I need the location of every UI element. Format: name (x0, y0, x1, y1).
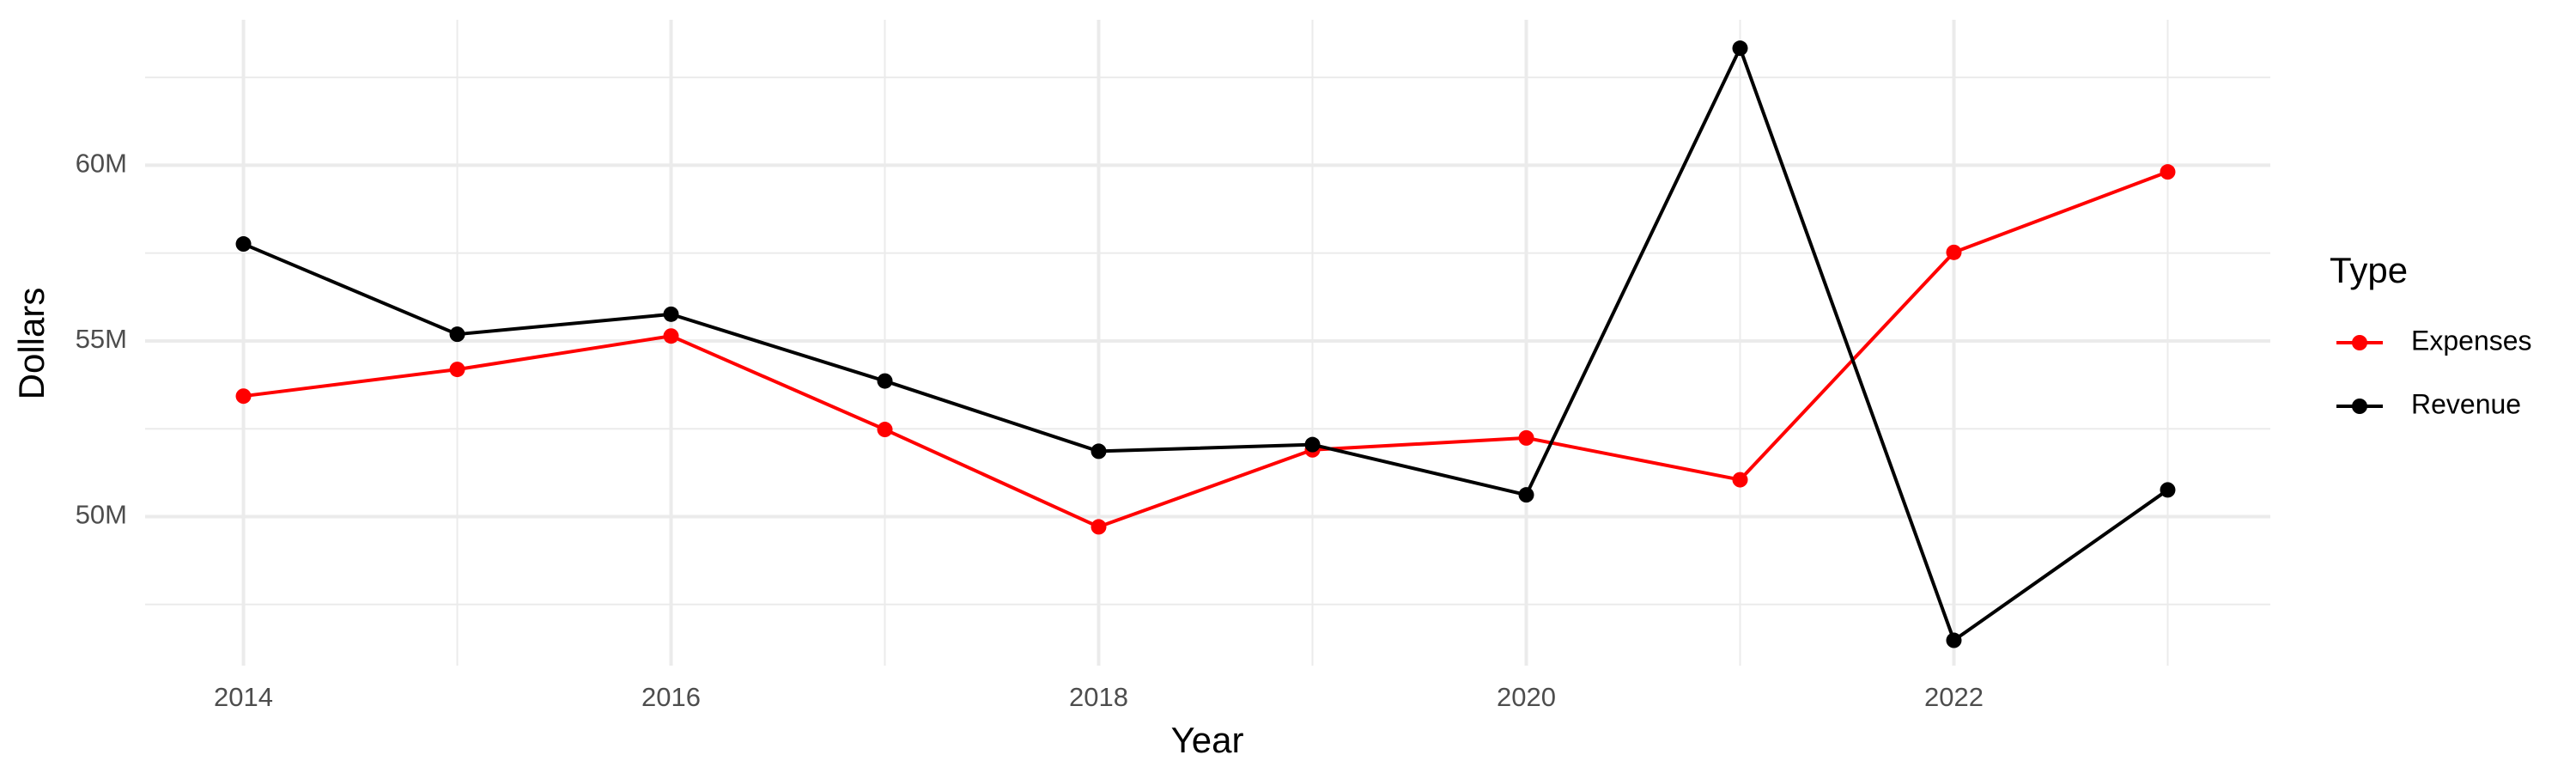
data-point (449, 362, 465, 378)
y-axis-title: Dollars (11, 288, 52, 400)
legend-title: Type (2330, 250, 2408, 290)
legend-point (2352, 335, 2367, 350)
data-point (2160, 482, 2176, 498)
data-point (877, 422, 893, 438)
data-point (1732, 472, 1748, 488)
legend-label: Expenses (2411, 325, 2532, 356)
legend-point (2352, 399, 2367, 414)
data-point (1732, 40, 1748, 57)
y-tick-label: 55M (76, 324, 127, 354)
data-point (1946, 244, 1962, 260)
data-point (1518, 487, 1534, 503)
y-tick-label: 60M (76, 149, 127, 179)
data-point (1946, 632, 1962, 648)
data-point (1518, 429, 1534, 446)
data-point (663, 328, 679, 344)
data-point (877, 373, 893, 389)
series-line (243, 170, 2169, 529)
x-tick-label: 2018 (1069, 682, 1128, 712)
data-point (1091, 519, 1107, 535)
data-point (235, 388, 252, 405)
series-line (242, 46, 2169, 642)
data-point (663, 306, 679, 322)
x-axis-title: Year (1171, 720, 1244, 760)
data-point (1091, 443, 1107, 460)
x-tick-label: 2022 (1924, 682, 1984, 712)
x-tick-label: 2014 (214, 682, 273, 712)
x-tick-label: 2020 (1497, 682, 1556, 712)
legend-label: Revenue (2411, 388, 2521, 419)
data-point (235, 236, 252, 253)
data-point (1304, 436, 1321, 453)
data-point (2160, 164, 2176, 180)
x-tick-label: 2016 (641, 682, 701, 712)
y-tick-label: 50M (76, 500, 127, 530)
data-point (449, 326, 465, 343)
